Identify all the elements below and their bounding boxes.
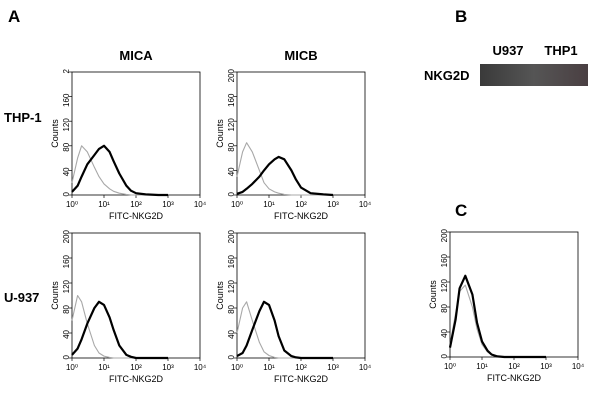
x-tick-label: 10² xyxy=(295,363,307,372)
y-tick-label: 160 xyxy=(62,93,71,107)
y-tick-label: 160 xyxy=(62,254,71,268)
y-tick-label: 40 xyxy=(62,329,71,338)
y-tick-label: 40 xyxy=(440,328,449,337)
y-tick-label: 2 xyxy=(62,68,71,73)
y-tick-label: 160 xyxy=(227,254,236,268)
x-tick-label: 10⁰ xyxy=(66,200,78,209)
y-tick-label: 40 xyxy=(227,329,236,338)
x-axis-label: FITC-NKG2D xyxy=(274,211,329,221)
lane-label: THP1 xyxy=(544,43,577,58)
y-tick-label: 200 xyxy=(227,68,236,82)
y-tick-label: 80 xyxy=(227,304,236,313)
x-tick-label: 10³ xyxy=(540,362,552,371)
x-axis-label: FITC-NKG2D xyxy=(109,374,164,384)
row-label: THP-1 xyxy=(4,110,42,125)
y-tick-label: 0 xyxy=(440,353,449,358)
histogram-line xyxy=(236,142,333,196)
x-tick-label: 10⁴ xyxy=(359,363,372,372)
y-tick-label: 160 xyxy=(227,93,236,107)
band-label: NKG2D xyxy=(424,68,470,83)
column-label: MICB xyxy=(284,48,317,63)
x-tick-label: 10³ xyxy=(327,363,339,372)
x-tick-label: 10¹ xyxy=(98,200,110,209)
y-tick-label: 200 xyxy=(62,229,71,243)
column-label: MICA xyxy=(119,48,153,63)
x-tick-label: 10⁰ xyxy=(231,200,243,209)
x-tick-label: 10⁰ xyxy=(444,362,456,371)
plot-frame xyxy=(236,232,366,359)
y-tick-label: 80 xyxy=(440,303,449,312)
x-tick-label: 10⁴ xyxy=(194,200,207,209)
row-label: U-937 xyxy=(4,290,39,305)
histogram-line xyxy=(448,274,546,359)
y-axis-label: Counts xyxy=(50,281,60,310)
y-tick-label: 160 xyxy=(440,253,449,267)
y-axis-label: Counts xyxy=(215,281,225,310)
x-axis-label: FITC-NKG2D xyxy=(274,374,329,384)
histogram-line xyxy=(71,145,168,196)
y-tick-label: 200 xyxy=(440,228,449,242)
panel-label: B xyxy=(455,7,467,26)
panel-label: A xyxy=(8,7,20,26)
blot-image xyxy=(480,64,588,86)
x-tick-label: 10⁰ xyxy=(66,363,78,372)
x-tick-label: 10¹ xyxy=(263,363,275,372)
y-tick-label: 0 xyxy=(227,191,236,196)
y-tick-label: 80 xyxy=(227,142,236,151)
plot-frame xyxy=(449,231,579,358)
y-axis-label: Counts xyxy=(428,280,438,309)
y-axis-label: Counts xyxy=(50,119,60,148)
x-tick-label: 10⁴ xyxy=(572,362,585,371)
plot-frame xyxy=(71,232,201,359)
y-tick-label: 120 xyxy=(440,278,449,292)
panel-label: C xyxy=(455,201,467,220)
y-tick-label: 80 xyxy=(62,142,71,151)
x-tick-label: 10⁴ xyxy=(359,200,372,209)
x-tick-label: 10³ xyxy=(327,200,339,209)
y-tick-label: 0 xyxy=(227,354,236,359)
histogram-line xyxy=(449,284,546,358)
x-tick-label: 10² xyxy=(295,200,307,209)
y-tick-label: 120 xyxy=(227,279,236,293)
y-tick-label: 40 xyxy=(62,167,71,176)
x-tick-label: 10⁴ xyxy=(194,363,207,372)
x-tick-label: 10² xyxy=(508,362,520,371)
y-tick-label: 120 xyxy=(227,118,236,132)
plot-frame xyxy=(236,71,366,196)
y-tick-label: 120 xyxy=(62,279,71,293)
y-axis-label: Counts xyxy=(215,119,225,148)
x-tick-label: 10¹ xyxy=(98,363,110,372)
x-tick-label: 10³ xyxy=(162,363,174,372)
y-tick-label: 80 xyxy=(62,304,71,313)
x-axis-label: FITC-NKG2D xyxy=(109,211,164,221)
y-tick-label: 200 xyxy=(227,229,236,243)
lane-label: U937 xyxy=(492,43,523,58)
y-tick-label: 0 xyxy=(62,354,71,359)
x-tick-label: 10¹ xyxy=(476,362,488,371)
histogram-line xyxy=(236,300,333,360)
histogram-line xyxy=(71,300,168,360)
x-axis-label: FITC-NKG2D xyxy=(487,373,542,383)
histogram-line xyxy=(236,155,334,197)
x-tick-label: 10³ xyxy=(162,200,174,209)
y-tick-label: 0 xyxy=(62,191,71,196)
y-tick-label: 40 xyxy=(227,167,236,176)
x-tick-label: 10² xyxy=(130,363,142,372)
histogram-line xyxy=(71,144,168,197)
x-tick-label: 10⁰ xyxy=(231,363,243,372)
plot-frame xyxy=(71,71,201,196)
y-tick-label: 120 xyxy=(62,118,71,132)
x-tick-label: 10² xyxy=(130,200,142,209)
x-tick-label: 10¹ xyxy=(263,200,275,209)
